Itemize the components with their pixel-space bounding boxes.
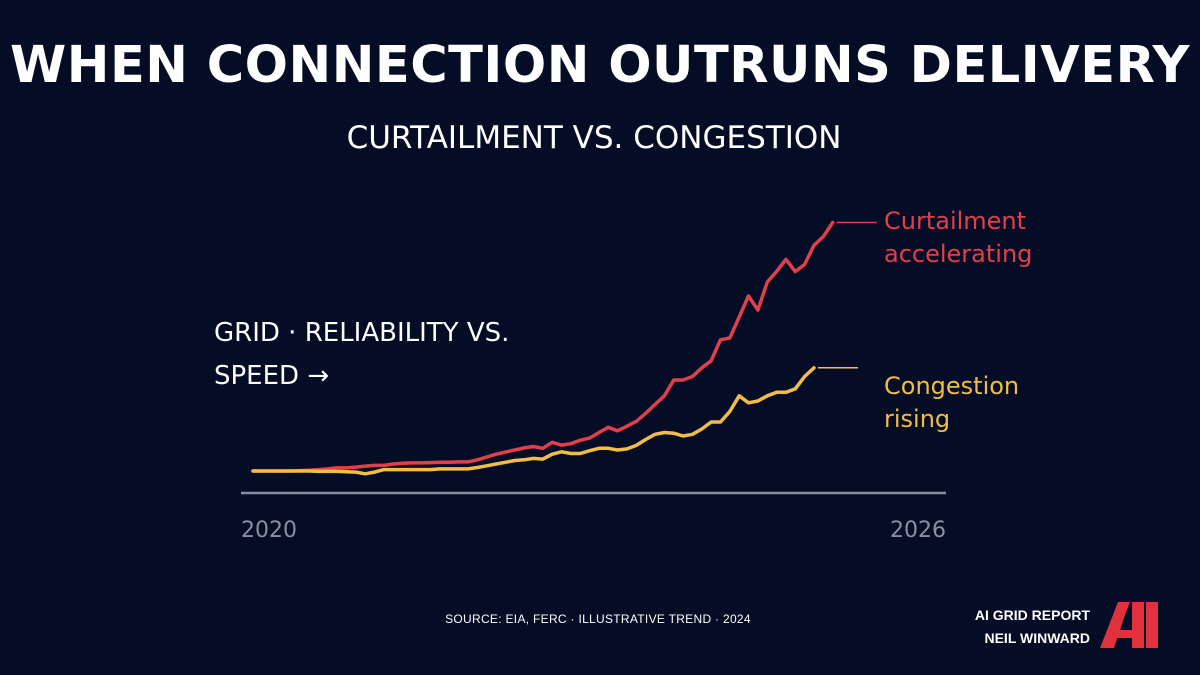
brand-name: AI GRID REPORT <box>974 607 1090 623</box>
chart-subtitle: CURTAILMENT VS. CONGESTION <box>346 120 842 156</box>
series-label: Curtailment <box>884 207 1026 235</box>
line-chart: 2020 2026 Curtailment accelerating Congestio… <box>241 207 1032 543</box>
chart-title: WHEN CONNECTION OUTRUNS DELIVERY <box>10 36 1190 95</box>
annotation-text: GRID · RELIABILITY VS. SPEED → <box>214 318 510 391</box>
x-tick-label: 2020 <box>241 518 297 543</box>
series-label: accelerating <box>884 240 1032 268</box>
ai-logo-icon <box>1100 602 1158 648</box>
series-line-congestion <box>251 366 816 476</box>
brand-block: AI GRID REPORT NEIL WINWARD <box>975 604 1090 650</box>
author-name: NEIL WINWARD <box>984 630 1090 646</box>
series-label: rising <box>884 405 950 433</box>
x-tick-label: 2026 <box>890 518 946 543</box>
series-line-curtailment <box>251 220 835 473</box>
series-label: Congestion <box>884 372 1019 400</box>
source-note: SOURCE: EIA, FERC · ILLUSTRATIVE TREND ·… <box>445 612 751 626</box>
